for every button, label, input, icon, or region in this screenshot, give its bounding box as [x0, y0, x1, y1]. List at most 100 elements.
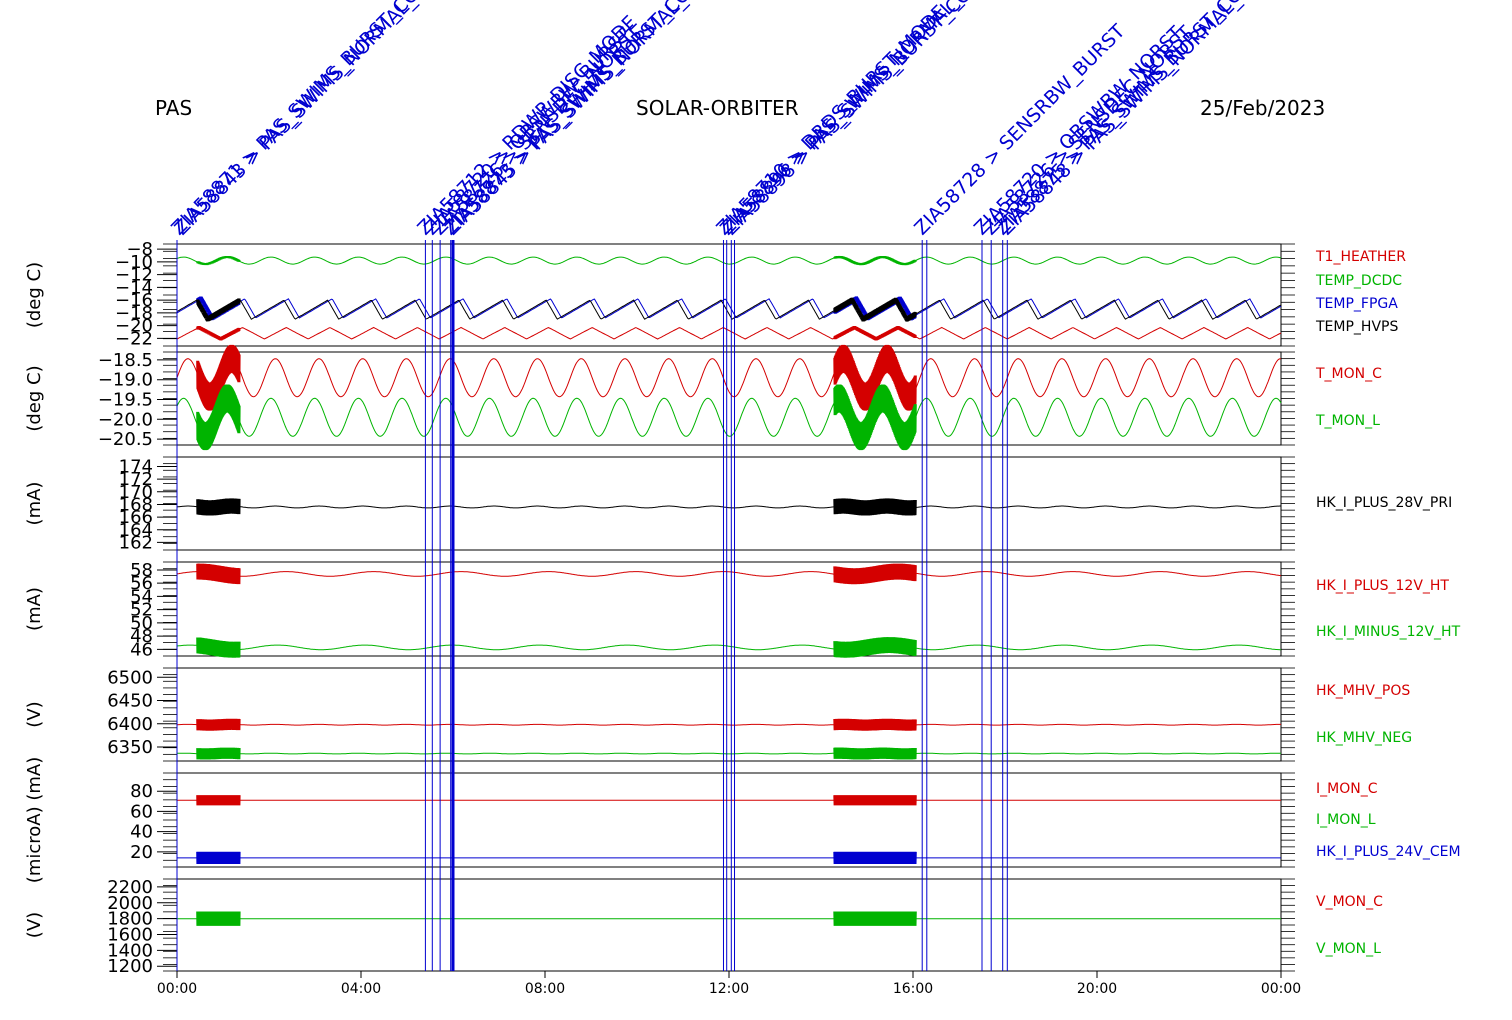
burst-band-hk_i_minus_12v_ht: [833, 637, 917, 658]
y-tick-label: 46: [130, 639, 153, 660]
legend-hk_i_minus_12v_ht: HK_I_MINUS_12V_HT: [1316, 624, 1461, 640]
y-tick-label: −20.0: [98, 409, 153, 430]
y-tick-label: −16: [115, 290, 153, 311]
y-axis-label: (mA): [24, 587, 45, 631]
burst-band-temp_dcdc: [833, 255, 917, 266]
series-line-temp_hvps: [176, 299, 1282, 320]
y-tick-label: −18: [115, 303, 153, 324]
y-tick-label: −10: [115, 252, 153, 273]
y-axis-label: (microA) (mA): [24, 757, 45, 883]
legend-t_mon_c: T_MON_C: [1315, 366, 1382, 382]
burst-band-hk_mhv_neg: [833, 747, 917, 760]
y-tick-label: 6500: [107, 667, 153, 688]
y-tick-label: 52: [130, 600, 153, 621]
y-tick-label: 48: [130, 626, 153, 647]
burst-band-t_mon_l: [833, 384, 917, 451]
y-axis-label: (deg C): [24, 365, 45, 431]
series-line-temp_fpga: [176, 298, 1282, 319]
burst-band-t_mon_l: [196, 384, 241, 451]
legend-i_mon_l: I_MON_L: [1316, 812, 1376, 828]
panel-frame-3: [176, 456, 1282, 551]
y-tick-label: 50: [130, 613, 153, 634]
legend-v_mon_l: V_MON_L: [1316, 941, 1381, 957]
legend-hk_i_plus_12v_ht: HK_I_PLUS_12V_HT: [1316, 578, 1449, 594]
y-tick-label: −20: [115, 316, 153, 337]
y-tick-label: 174: [119, 456, 153, 477]
series-line-temp_dcdc: [176, 256, 1282, 265]
y-tick-label: −22: [115, 328, 153, 349]
burst-band-hk_i_plus_28v_pri: [833, 498, 917, 516]
series-line-hk_i_minus_12v_ht: [176, 644, 1281, 651]
y-tick-label: −19.0: [98, 370, 153, 391]
y-axis-label: (deg C): [24, 262, 45, 328]
y-tick-label: −14: [115, 277, 153, 298]
series-line-hk_mhv_pos: [177, 723, 1281, 726]
burst-band-v_mon_l: [833, 911, 917, 926]
y-tick-label: 162: [119, 532, 153, 553]
burst-band-hk_i_plus_24v_cem: [196, 851, 241, 865]
x-tick-label: 16:00: [893, 981, 933, 997]
burst-band-t_mon_c: [196, 344, 241, 411]
burst-band-temp_hvps: [196, 298, 241, 322]
y-tick-label: 166: [119, 507, 153, 528]
y-tick-label: −12: [115, 265, 153, 286]
y-tick-label: 1400: [107, 940, 153, 961]
y-axis-label: (mA): [24, 482, 45, 526]
legend-temp_hvps: TEMP_HVPS: [1315, 319, 1398, 335]
legend-temp_dcdc: TEMP_DCDC: [1315, 273, 1402, 289]
y-tick-label: 40: [130, 822, 153, 843]
legend-t1_heather: T1_HEATHER: [1315, 249, 1406, 265]
series-line-hk_i_plus_12v_ht: [176, 571, 1282, 577]
y-tick-label: 2200: [107, 877, 153, 898]
burst-band-temp_dcdc: [196, 256, 241, 266]
x-tick-label: 00:00: [1261, 981, 1301, 997]
burst-band-hk_i_plus_28v_pri: [196, 498, 241, 516]
y-tick-label: 168: [119, 494, 153, 515]
x-tick-label: 04:00: [341, 981, 381, 997]
panel-frame-5: [176, 667, 1282, 762]
burst-band-i_mon_c: [833, 795, 917, 806]
y-axis-label: (V): [24, 912, 45, 938]
burst-band-hk_mhv_pos: [196, 718, 241, 731]
legend-hk_i_plus_24v_cem: HK_I_PLUS_24V_CEM: [1316, 844, 1461, 860]
series-line-hk_i_plus_28v_pri: [176, 505, 1281, 509]
legend-hk_mhv_pos: HK_MHV_POS: [1316, 683, 1410, 699]
burst-band-hk_i_plus_24v_cem: [833, 851, 917, 865]
y-tick-label: 60: [130, 801, 153, 822]
y-tick-label: 164: [119, 520, 153, 541]
x-tick-label: 00:00: [157, 981, 197, 997]
event-label: ZIA58845 > PAS_SWIMS_NORMAL_CONTEXT: [441, 0, 755, 240]
burst-band-v_mon_l: [196, 911, 241, 926]
burst-band-hk_i_minus_12v_ht: [196, 637, 241, 658]
y-tick-label: 1800: [107, 909, 153, 930]
x-tick-label: 12:00: [709, 981, 749, 997]
series-line-hk_mhv_neg: [177, 752, 1282, 755]
series-line-t_mon_c: [176, 358, 1281, 398]
y-tick-label: 6350: [107, 737, 153, 758]
y-tick-label: 6400: [107, 714, 153, 735]
y-tick-label: 170: [119, 482, 153, 503]
legend-hk_mhv_neg: HK_MHV_NEG: [1316, 730, 1412, 746]
y-tick-label: 1600: [107, 925, 153, 946]
burst-band-hk_i_plus_12v_ht: [833, 563, 917, 585]
y-tick-label: 20: [130, 842, 153, 863]
y-tick-label: 56: [130, 573, 153, 594]
x-tick-label: 20:00: [1077, 981, 1117, 997]
burst-band-t1_heather: [833, 325, 917, 341]
burst-band-temp_hvps: [833, 297, 917, 322]
y-tick-label: 2000: [107, 893, 153, 914]
burst-band-hk_mhv_pos: [833, 718, 917, 731]
y-tick-label: 80: [130, 781, 153, 802]
legend-temp_fpga: TEMP_FPGA: [1315, 296, 1398, 312]
series-line-t1_heather: [176, 326, 1282, 340]
y-tick-label: 1200: [107, 956, 153, 977]
y-tick-label: 172: [119, 469, 153, 490]
burst-band-t_mon_c: [833, 344, 917, 411]
y-tick-label: 54: [130, 586, 153, 607]
legend-v_mon_c: V_MON_C: [1316, 894, 1383, 910]
mission-label: SOLAR-ORBITER: [636, 96, 799, 120]
y-tick-label: 58: [130, 560, 153, 581]
instrument-label: PAS: [155, 96, 193, 120]
date-label: 25/Feb/2023: [1200, 96, 1326, 120]
